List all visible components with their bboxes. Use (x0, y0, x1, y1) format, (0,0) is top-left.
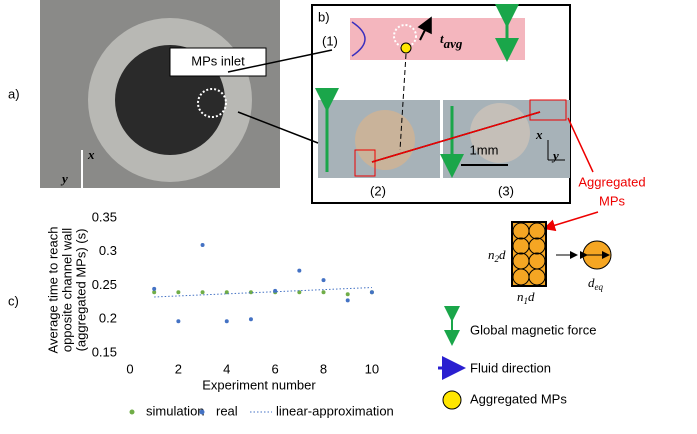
deq: deq (588, 275, 603, 292)
y-tick-label: 0.35 (92, 209, 117, 224)
x-tick-label: 6 (272, 361, 279, 376)
point (201, 243, 205, 247)
figure: MPs inlet x y a) b) (1) tavg 1mm x y (2)… (0, 0, 697, 434)
legend-swatch (130, 410, 135, 415)
axis-y: y (551, 148, 559, 163)
step-label: (3) (498, 183, 514, 198)
panel-label: b) (318, 9, 330, 24)
mp (401, 43, 411, 53)
d: d (528, 289, 535, 304)
legend-swatch (200, 410, 205, 415)
point (176, 319, 180, 323)
y-axis-label: opposite channel wall (59, 228, 74, 352)
axis-y: y (60, 171, 68, 186)
inlet-label: MPs inlet (191, 53, 245, 68)
step-label: (2) (370, 183, 386, 198)
y-tick-label: 0.3 (99, 243, 117, 258)
n2d: n2d (488, 247, 506, 264)
panel-label: a) (8, 86, 20, 101)
aggregated-label: Aggregated (578, 174, 645, 189)
point (346, 292, 350, 296)
point (322, 278, 326, 282)
y-axis-label: Average time to reach (45, 227, 60, 354)
axis-x: x (535, 127, 543, 142)
n1d: n1d (517, 289, 535, 306)
panel-label: c) (8, 293, 19, 308)
legend-text: Global magnetic force (470, 322, 596, 337)
trend-line (154, 288, 372, 297)
legend-text: Fluid direction (470, 360, 551, 375)
y-tick-label: 0.15 (92, 344, 117, 359)
x-axis-label: Experiment number (202, 377, 316, 392)
point (201, 290, 205, 294)
sub: eq (595, 282, 604, 292)
legend-text: Aggregated MPs (470, 391, 567, 406)
axis-x: x (87, 147, 95, 162)
legend-label: simulation (146, 403, 205, 418)
legend-mp (443, 391, 461, 409)
t-sub: avg (444, 36, 463, 51)
y-axis-label: (aggregated MPs) (s) (73, 229, 88, 352)
legend-label: real (216, 403, 238, 418)
x-tick-label: 8 (320, 361, 327, 376)
legend-label: linear-approximation (276, 403, 394, 418)
y-tick-label: 0.2 (99, 311, 117, 326)
point (346, 298, 350, 302)
x-tick-label: 0 (126, 361, 133, 376)
photo-blob (355, 110, 415, 170)
point (273, 289, 277, 293)
point (152, 287, 156, 291)
point (297, 269, 301, 273)
step-label: (1) (322, 33, 338, 48)
d: d (499, 247, 506, 262)
aggregated-label: MPs (599, 193, 626, 208)
point (322, 290, 326, 294)
x-tick-label: 4 (223, 361, 230, 376)
point (370, 290, 374, 294)
point (249, 317, 253, 321)
x-tick-label: 10 (365, 361, 379, 376)
x-tick-label: 2 (175, 361, 182, 376)
scale-label: 1mm (470, 142, 499, 157)
y-tick-label: 0.25 (92, 277, 117, 292)
point (176, 290, 180, 294)
channel (350, 18, 525, 60)
point (225, 319, 229, 323)
